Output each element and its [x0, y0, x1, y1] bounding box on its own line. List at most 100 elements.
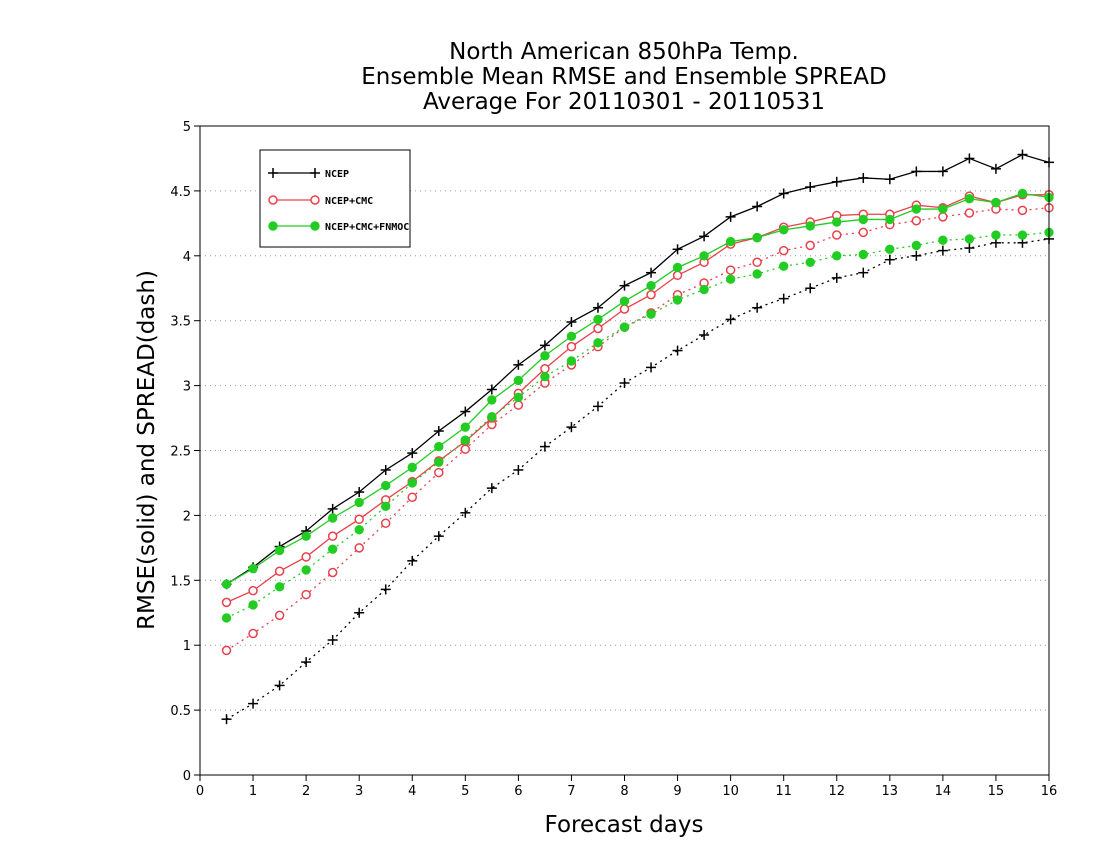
ncep-cmc-spread-point [858, 227, 869, 238]
ncep-rmse-point [725, 211, 736, 222]
ncep-cmc-rmse-point [540, 363, 550, 374]
y-tick-label-3: 1.5 [170, 574, 191, 589]
ncep-cmc-fnmoc-rmse-point [327, 513, 338, 523]
ncep-spread-point [725, 314, 736, 325]
ncep-spread-point [513, 464, 524, 475]
x-tick-label-2: 2 [302, 784, 310, 799]
y-tick-label-10: 5 [183, 120, 191, 135]
ncep-spread-point [805, 283, 816, 294]
ncep-cmc-fnmoc-spread-point [248, 600, 258, 610]
ncep-cmc-rmse-point [327, 531, 338, 541]
ncep-spread-point [354, 607, 365, 618]
ncep-cmc-spread-point [407, 492, 417, 502]
ncep-cmc-fnmoc-spread-point [805, 257, 815, 267]
ncep-cmc-spread-point [301, 589, 311, 600]
ncep-cmc-rmse-point [593, 323, 603, 334]
ncep-cmc-fnmoc-rmse-point [964, 193, 975, 204]
ncep-rmse-point [990, 163, 1001, 174]
ncep-rmse-point [699, 231, 710, 242]
y-tick-label-0: 0 [183, 769, 191, 784]
ncep-cmc-fnmoc-rmse-point [566, 331, 577, 341]
ncep-cmc-fnmoc-spread-point [964, 234, 975, 244]
ncep-cmc-spread-point [354, 543, 364, 553]
ncep-cmc-fnmoc-spread-point [672, 295, 683, 305]
ncep-rmse-point [619, 280, 630, 291]
ncep-cmc-fnmoc-rmse-point [381, 480, 391, 491]
ncep-cmc-fnmoc-spread-point [778, 261, 789, 271]
ncep-spread-point [911, 250, 922, 261]
ncep-cmc-fnmoc-rmse-point [434, 441, 444, 452]
x-axis-label: Forecast days [545, 812, 704, 838]
legend-label-ncep: NCEP [325, 169, 349, 180]
title-line-1: North American 850hPa Temp. [449, 39, 799, 65]
y-axis-label: RMSE(solid) and SPREAD(dash) [134, 270, 160, 630]
ncep-cmc-fnmoc-spread-markers [221, 227, 1054, 623]
ncep-spread-point [619, 378, 630, 389]
ncep-cmc-fnmoc-rmse-point [938, 204, 948, 214]
ncep-cmc-rmse-point [221, 597, 232, 608]
ncep-cmc-fnmoc-spread-point [646, 309, 656, 319]
ncep-cmc-fnmoc-rmse-point [646, 280, 656, 291]
ncep-cmc-rmse-point [274, 566, 285, 576]
y-tick-label-1: 0.5 [170, 704, 191, 719]
ncep-cmc-fnmoc-spread-point [354, 524, 364, 535]
legend-marker-end-ncep-cmc [310, 195, 320, 205]
ncep-cmc-rmse-point [646, 289, 656, 300]
ncep-rmse-point [752, 201, 763, 212]
legend-label-ncep-cmc: NCEP+CMC [325, 196, 373, 207]
ncep-cmc-fnmoc-spread-point [460, 435, 471, 445]
ncep-rmse-point [964, 153, 975, 164]
y-tick-label-4: 2 [183, 509, 191, 524]
x-tick-label-8: 8 [620, 784, 628, 799]
ncep-spread-markers [221, 233, 1054, 725]
ncep-cmc-fnmoc-rmse-point [991, 197, 1001, 208]
ncep-cmc-fnmoc-spread-point [752, 269, 762, 279]
ncep-cmc-spread-point [725, 265, 736, 275]
ncep-cmc-fnmoc-rmse-point [1017, 188, 1028, 199]
ncep-spread-point [937, 245, 948, 256]
y-tick-label-2: 1 [183, 639, 191, 654]
ncep-spread-point [672, 345, 683, 356]
ncep-cmc-fnmoc-spread-point [699, 284, 709, 295]
ncep-cmc-fnmoc-spread-point [487, 412, 497, 422]
ncep-rmse-point [566, 316, 577, 327]
ncep-cmc-fnmoc-spread-line [226, 231, 1050, 619]
x-tick-label-3: 3 [355, 784, 363, 799]
ncep-cmc-fnmoc-rmse-point [725, 236, 736, 247]
ncep-spread-point [752, 302, 763, 313]
ncep-rmse-point [646, 267, 657, 278]
ncep-rmse-point [858, 172, 869, 183]
x-tick-label-12: 12 [828, 784, 845, 799]
ncep-spread-point [248, 698, 259, 709]
ncep-cmc-spread-point [752, 257, 762, 268]
ncep-spread-point [646, 362, 657, 373]
ncep-rmse-point [937, 166, 948, 177]
ncep-cmc-spread-point [248, 628, 258, 639]
ncep-cmc-fnmoc-rmse-point [354, 497, 364, 508]
ncep-cmc-fnmoc-rmse-point [487, 395, 497, 405]
y-tick-label-6: 3 [183, 380, 191, 395]
ncep-rmse-point [513, 359, 524, 370]
ncep-rmse-point [1017, 149, 1028, 160]
ncep-rmse-point [380, 464, 391, 475]
ncep-cmc-spread-point [434, 467, 444, 478]
legend-marker-end-ncep [310, 168, 320, 178]
x-tick-label-15: 15 [988, 784, 1005, 799]
ncep-cmc-fnmoc-rmse-point [858, 214, 868, 225]
ncep-spread-point [566, 422, 577, 433]
x-axis-ticks: 0 1 2 3 4 5 6 7 8 9 10 11 12 13 14 15 16 [196, 775, 1057, 799]
ncep-spread-point [486, 483, 497, 494]
legend-marker-start-ncep [268, 168, 278, 178]
ncep-cmc-fnmoc-rmse-point [301, 531, 311, 541]
x-tick-label-14: 14 [935, 784, 952, 799]
x-tick-label-7: 7 [567, 784, 575, 799]
title-line-2: Ensemble Mean RMSE and Ensemble SPREAD [361, 64, 886, 90]
ncep-cmc-spread-point [274, 610, 285, 621]
ncep-cmc-fnmoc-spread-point [274, 582, 285, 592]
ncep-cmc-spread-point [460, 444, 471, 454]
ncep-cmc-rmse-point [619, 304, 630, 314]
ncep-cmc-fnmoc-rmse-point [221, 579, 232, 589]
ncep-rmse-point [831, 176, 842, 187]
ncep-cmc-fnmoc-spread-point [619, 322, 630, 332]
